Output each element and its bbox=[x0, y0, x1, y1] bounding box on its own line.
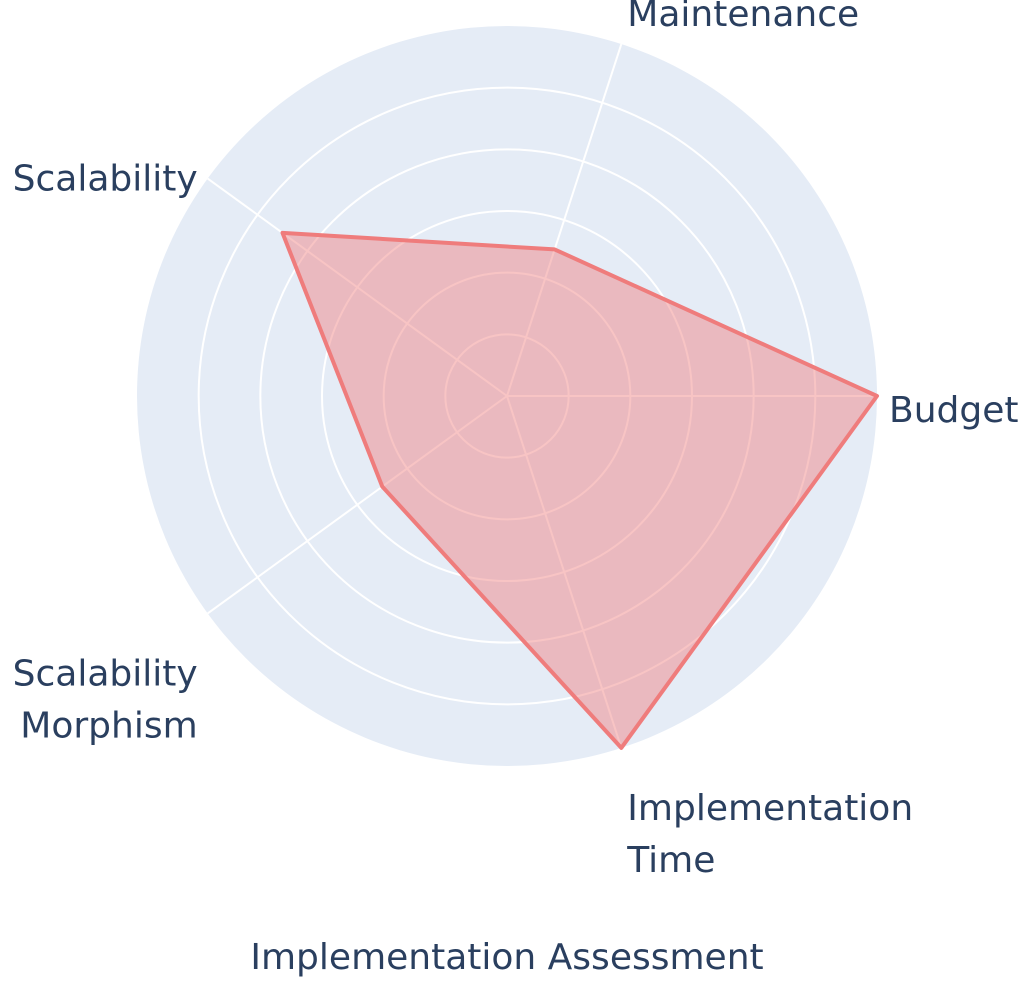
axis-spoke bbox=[506, 395, 623, 749]
axis-label-budget: Budget bbox=[889, 390, 1018, 431]
axis-spoke bbox=[207, 395, 508, 615]
axis-label-scalability-morphism: Scalability Morphism bbox=[13, 654, 198, 747]
axis-label-scalability: Scalability bbox=[13, 159, 198, 200]
axis-label-implementation-time: Implementation Time bbox=[626, 788, 913, 881]
angular-gridlines bbox=[207, 43, 877, 749]
axis-label-maintenance: Maintenance bbox=[627, 0, 859, 35]
chart-title: Implementation Assessment bbox=[250, 937, 763, 978]
series-area bbox=[280, 230, 879, 750]
axis-labels: Budget Maintenance Scalability Scalability M… bbox=[13, 0, 1019, 881]
axis-spoke bbox=[207, 177, 508, 397]
axis-spoke bbox=[506, 43, 623, 397]
